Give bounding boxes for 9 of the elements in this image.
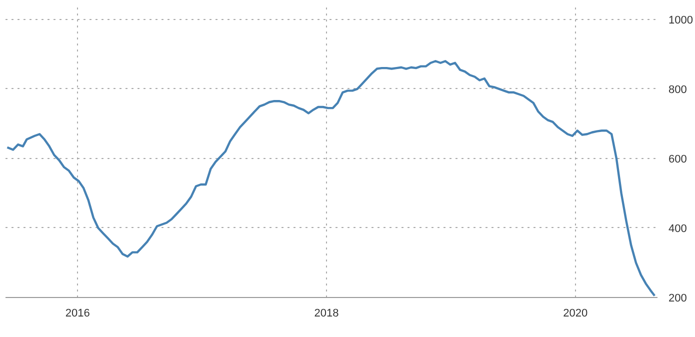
x-tick-label: 2016 (65, 308, 90, 320)
y-tick-label: 200 (668, 292, 687, 304)
y-tick-label: 800 (668, 84, 687, 96)
y-tick-label: 400 (668, 222, 687, 235)
y-tick-label: 600 (668, 153, 687, 166)
line-series (6, 60, 656, 297)
x-tick-label: 2020 (563, 308, 588, 320)
x-tick-label: 2018 (314, 308, 339, 320)
y-tick-label: 1000 (668, 14, 693, 26)
